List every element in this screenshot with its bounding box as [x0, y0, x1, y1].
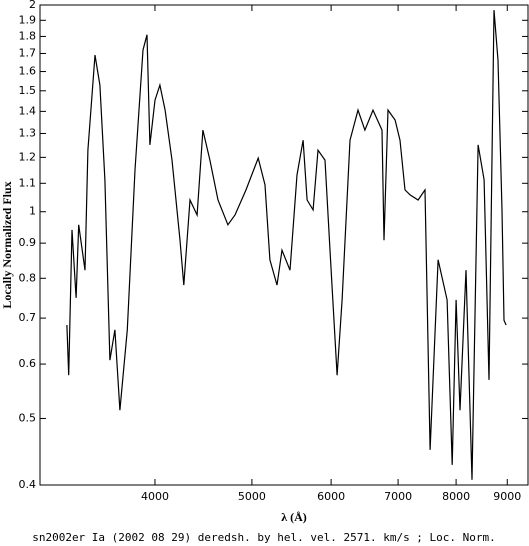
y-tick-label: 1.7 [19, 46, 37, 59]
spectrum-line [66, 10, 507, 480]
x-axis-label: λ (Å) [281, 510, 307, 524]
y-tick-label: 1.4 [19, 104, 37, 117]
y-tick-label: 1.6 [19, 65, 37, 78]
y-tick-label: 1.2 [19, 150, 37, 163]
y-tick-label: 1.3 [19, 126, 37, 139]
y-tick-label: 2 [29, 0, 36, 11]
y-tick-label: 1.8 [19, 29, 37, 42]
y-tick-label: 1 [29, 205, 36, 218]
y-tick-label: 1.5 [19, 84, 37, 97]
x-tick-label: 6000 [317, 490, 345, 503]
x-tick-label: 9000 [493, 490, 521, 503]
y-tick-label: 0.7 [19, 311, 37, 324]
x-tick-label: 7000 [384, 490, 412, 503]
x-tick-label: 4000 [141, 490, 169, 503]
y-axis-label: Locally Normalized Flux [0, 181, 14, 308]
caption: sn2002er Ia (2002 08 29) deredsh. by hel… [32, 531, 496, 544]
y-tick-label: 0.6 [19, 357, 37, 370]
x-tick-label: 8000 [442, 490, 470, 503]
y-tick-label: 0.4 [19, 478, 37, 491]
y-tick-label: 0.8 [19, 271, 37, 284]
y-tick-label: 0.9 [19, 236, 37, 249]
y-tick-label: 1.1 [19, 176, 37, 189]
x-tick-label: 5000 [238, 490, 266, 503]
plot-frame [39, 4, 529, 486]
y-tick-label: 0.5 [19, 411, 37, 424]
y-tick-label: 1.9 [19, 13, 37, 26]
